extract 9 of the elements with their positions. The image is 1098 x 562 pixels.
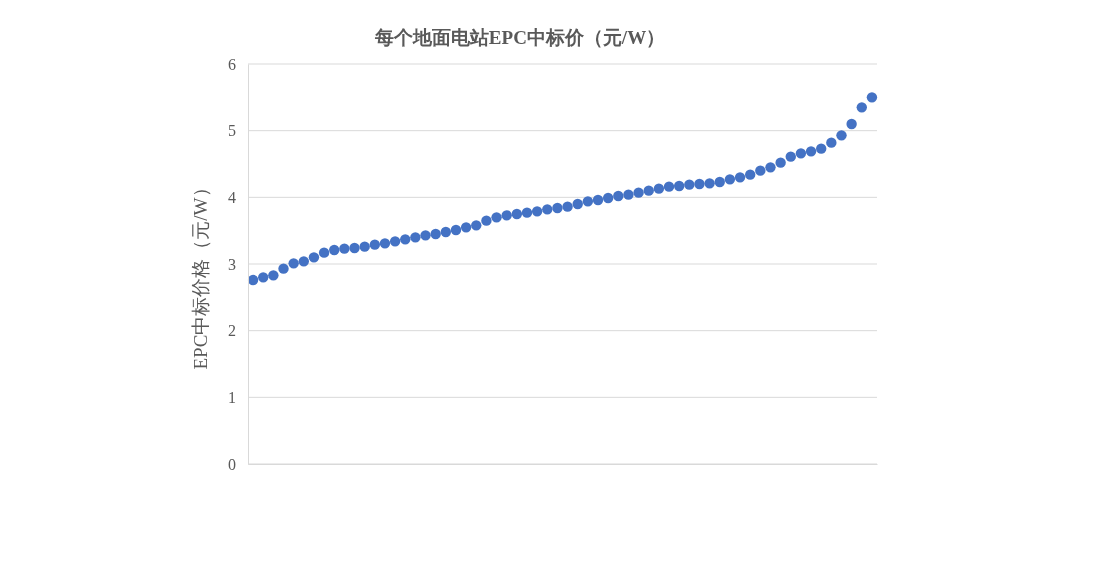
y-tick-label: 5 [228,122,236,140]
y-tick-label: 3 [228,255,236,273]
y-tick-label: 6 [228,55,236,73]
y-tick-label: 1 [228,388,236,406]
chart-title: 每个地面电站EPC中标价（元/W） [373,27,666,48]
y-axis-title: EPC中标价格（元/W） [190,178,211,370]
y-tick-label: 2 [228,322,236,340]
y-tick-label: 4 [228,188,236,206]
y-tick-label: 0 [228,455,236,473]
